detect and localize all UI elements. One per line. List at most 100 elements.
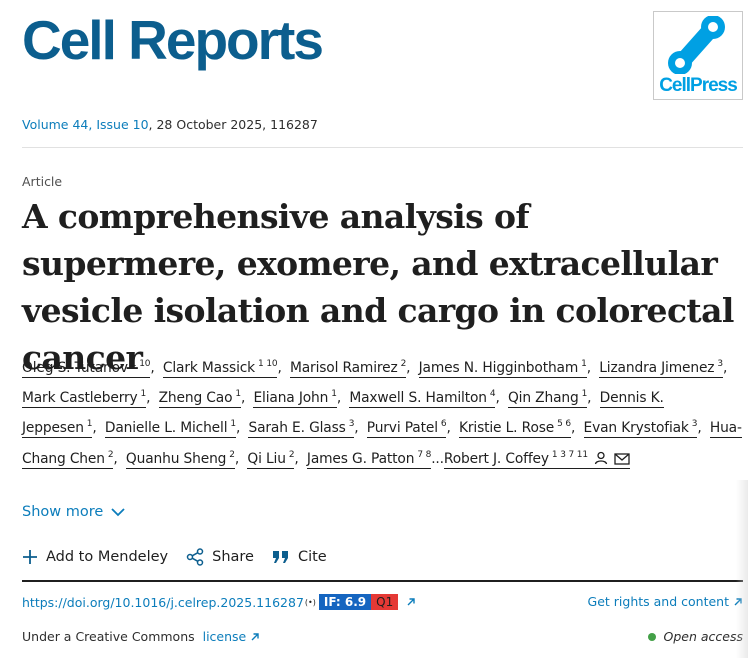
- author-name: Sarah E. Glass: [248, 420, 346, 437]
- open-access-dot-icon: [647, 632, 656, 641]
- doi-link[interactable]: https://doi.org/10.1016/j.celrep.2025.11…: [22, 594, 304, 610]
- author-link[interactable]: Mark Castleberry 1: [22, 389, 146, 409]
- author-separator: ,: [113, 450, 118, 467]
- author-name: Qin Zhang: [507, 390, 579, 407]
- affiliation-superscript: 4: [489, 389, 496, 400]
- author-link[interactable]: Qin Zhang 1: [507, 389, 587, 409]
- affiliation-superscript: 6: [440, 419, 447, 430]
- author-link[interactable]: Marisol Ramirez 2: [289, 359, 406, 378]
- author-link[interactable]: Danielle L. Michell 1: [104, 419, 236, 439]
- affiliation-superscript: 7 8: [417, 449, 432, 460]
- cite-button[interactable]: Cite: [272, 549, 327, 565]
- author-link[interactable]: Oleg S. Tutanov 1 10: [22, 359, 151, 378]
- author-link[interactable]: Purvi Patel 6: [366, 419, 447, 439]
- author-link[interactable]: James N. Higginbotham 1: [418, 359, 587, 378]
- author-separator: ,: [234, 450, 240, 467]
- author-name: Mark Castleberry: [22, 390, 138, 407]
- open-access-label: Open access: [663, 629, 743, 644]
- authors-ellipsis[interactable]: ...: [431, 450, 444, 467]
- journal-title[interactable]: Cell Reports: [22, 9, 324, 71]
- author-name: Oleg S. Tutanov: [22, 360, 128, 376]
- share-button[interactable]: Share: [186, 548, 254, 566]
- show-more-button[interactable]: Show more: [22, 504, 125, 520]
- article-title: A comprehensive analysis of supermere, e…: [22, 197, 734, 377]
- article-actions: Add to Mendeley Share Cite: [22, 548, 345, 566]
- author-name: Purvi Patel: [366, 420, 438, 437]
- actions-divider: [22, 580, 743, 582]
- cellpress-logo[interactable]: CellPress: [653, 11, 743, 100]
- author-link[interactable]: Quanhu Sheng 2: [125, 449, 235, 469]
- affiliation-superscript: 3: [348, 419, 355, 430]
- affiliation-superscript: 1: [581, 359, 587, 369]
- affiliation-superscript: 1 10: [258, 359, 278, 369]
- author-name: Lizandra Jimenez: [599, 360, 715, 376]
- affiliation-superscript: 1: [331, 389, 337, 400]
- volume-issue-link[interactable]: Volume 44, Issue 10: [22, 117, 149, 132]
- author-link[interactable]: Hua-Chang Chen 2: [22, 420, 742, 469]
- author-separator: ,: [146, 390, 151, 407]
- author-name: Kristie L. Rose: [458, 420, 555, 437]
- license-prefix: Under a Creative Commons: [22, 629, 199, 644]
- author-name: Quanhu Sheng: [125, 450, 227, 467]
- author-name: James G. Patton: [306, 450, 415, 467]
- get-rights-link[interactable]: Get rights and content: [588, 594, 743, 609]
- author-separator: ,: [240, 390, 246, 407]
- author-separator: ,: [92, 420, 97, 437]
- author-name: Hua-Chang Chen: [22, 420, 742, 467]
- author-separator: ,: [587, 390, 592, 407]
- author-link[interactable]: Maxwell S. Hamilton 4: [349, 389, 496, 409]
- author-separator: ,: [235, 420, 241, 437]
- doi-row: https://doi.org/10.1016/j.celrep.2025.11…: [22, 594, 416, 610]
- author-link[interactable]: Robert J. Coffey 1 3 7 11: [443, 449, 630, 469]
- external-link-icon[interactable]: [406, 597, 416, 607]
- share-label: Share: [212, 549, 254, 565]
- author-link[interactable]: James G. Patton 7 8: [306, 449, 432, 469]
- publication-date: , 28 October 2025, 116287: [148, 117, 318, 132]
- author-link[interactable]: Evan Krystofiak 3: [583, 419, 697, 439]
- broadcast-icon: (•): [304, 597, 316, 607]
- rights-label: Get rights and content: [587, 594, 729, 609]
- author-link[interactable]: Zheng Cao 1: [158, 389, 241, 409]
- mendeley-label: Add to Mendeley: [46, 549, 169, 565]
- author-name: Evan Krystofiak: [583, 420, 689, 437]
- affiliation-superscript: 1 3 7 11: [551, 449, 588, 460]
- quartile-badge[interactable]: Q1: [371, 594, 399, 610]
- author-link[interactable]: Sarah E. Glass 3: [248, 419, 355, 439]
- cellpress-symbol-icon: [668, 16, 725, 74]
- impact-factor-badge[interactable]: IF: 6.9: [318, 594, 372, 610]
- volume-line: Volume 44, Issue 10, 28 October 2025, 11…: [22, 117, 318, 132]
- show-more-label: Show more: [22, 504, 104, 520]
- open-access-indicator: Open access: [647, 629, 743, 644]
- author-link[interactable]: Clark Massick 1 10: [162, 359, 278, 378]
- author-separator: ,: [277, 360, 282, 376]
- author-separator: ,: [294, 450, 299, 467]
- header-divider: [22, 147, 743, 148]
- author-name: Robert J. Coffey: [443, 450, 549, 467]
- affiliation-superscript: 1: [86, 419, 93, 430]
- author-name: James N. Higginbotham: [418, 360, 579, 376]
- person-icon: [594, 451, 608, 464]
- author-link[interactable]: Qi Liu 2: [247, 449, 295, 469]
- affiliation-superscript: 2: [288, 449, 295, 460]
- cellpress-wordmark: CellPress: [659, 75, 738, 96]
- affiliation-superscript: 2: [107, 449, 114, 460]
- author-link[interactable]: Lizandra Jimenez 3: [599, 359, 723, 378]
- author-name: Qi Liu: [247, 450, 286, 467]
- author-list: Oleg S. Tutanov 1 10, Clark Massick 1 10, …: [22, 351, 742, 474]
- license-row: Under a Creative Commons license: [22, 629, 260, 644]
- license-link[interactable]: license: [202, 629, 247, 644]
- scroll-edge-shadow: [736, 480, 748, 658]
- affiliation-superscript: 2: [229, 449, 235, 460]
- author-separator: ,: [354, 420, 359, 437]
- add-to-mendeley-button[interactable]: Add to Mendeley: [22, 549, 168, 565]
- author-separator: ,: [495, 390, 500, 407]
- author-separator: ,: [406, 360, 411, 376]
- quote-icon: [272, 551, 288, 563]
- author-link[interactable]: Eliana John 1: [253, 389, 337, 409]
- author-link[interactable]: Dennis K. Jeppesen 1: [22, 390, 664, 439]
- author-link[interactable]: Kristie L. Rose 5 6: [458, 419, 571, 439]
- author-name: Maxwell S. Hamilton: [349, 390, 487, 407]
- external-link-icon[interactable]: [250, 632, 260, 642]
- affiliation-superscript: 3: [717, 359, 723, 369]
- affiliation-superscript: 5 6: [557, 419, 571, 430]
